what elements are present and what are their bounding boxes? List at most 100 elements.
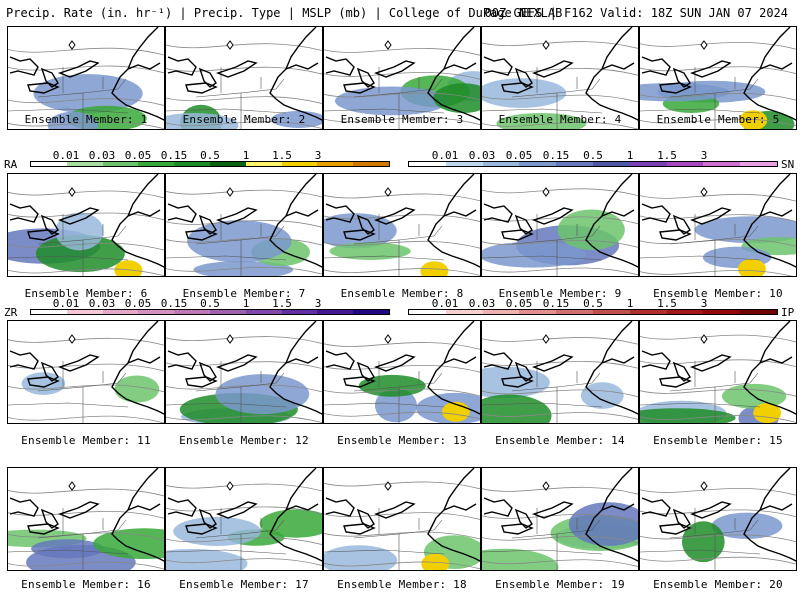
member-map	[8, 321, 164, 423]
member-map	[482, 321, 638, 423]
member-panel	[481, 320, 639, 424]
heavy-precip-area	[114, 260, 143, 276]
coastline	[167, 56, 197, 76]
state-border	[482, 108, 603, 114]
state-border	[8, 255, 129, 261]
state-border	[117, 78, 127, 90]
coastline	[759, 503, 793, 511]
coastline	[641, 203, 671, 223]
legend-swatch	[174, 310, 210, 314]
legend-swatch	[556, 162, 593, 166]
state-border	[275, 372, 285, 384]
isobar	[324, 388, 480, 397]
member-label: Ensemble Member: 18	[337, 578, 467, 591]
coastline	[514, 214, 533, 235]
location-marker-icon	[68, 334, 76, 344]
coastline	[443, 356, 477, 364]
state-border	[324, 549, 445, 555]
member-map	[324, 174, 480, 276]
legend-swatch	[138, 310, 175, 314]
location-marker-icon	[542, 334, 550, 344]
coastline	[531, 354, 574, 372]
member-label: Ensemble Member: 1	[24, 113, 148, 126]
isobar	[482, 412, 638, 420]
legend-tick-label: 0.5	[583, 149, 603, 162]
legend-swatch	[482, 162, 520, 166]
legend-tick-label: 3	[700, 149, 708, 162]
member-map	[324, 321, 480, 423]
isobar	[324, 364, 480, 373]
member-panel	[323, 467, 481, 571]
coastline	[198, 67, 217, 88]
isobar	[166, 66, 322, 75]
state-border	[640, 108, 761, 114]
state-border	[117, 519, 127, 531]
state-border	[714, 529, 751, 535]
precip-area	[640, 83, 730, 102]
state-border	[240, 529, 277, 535]
legend-swatch	[519, 310, 557, 314]
location-marker-icon	[700, 40, 708, 50]
coastline	[40, 67, 59, 88]
precip-area	[580, 382, 624, 409]
member-label: Ensemble Member: 5	[656, 113, 780, 126]
isobar	[324, 117, 480, 126]
member-label: Ensemble Member: 8	[340, 287, 464, 300]
coastline	[373, 207, 416, 225]
member-panel	[7, 173, 165, 277]
coastline	[585, 174, 638, 268]
coastline	[185, 82, 218, 94]
member-map	[324, 27, 480, 129]
member-label: Ensemble Member: 17	[179, 578, 309, 591]
coastline	[427, 468, 480, 562]
coastline	[127, 356, 161, 364]
coastline	[127, 503, 161, 511]
isobar	[482, 41, 638, 49]
coastline	[9, 56, 39, 76]
isobar	[166, 537, 322, 546]
legend-tick-label: 0.03	[88, 297, 116, 310]
location-marker-icon	[700, 187, 708, 197]
coastline	[689, 354, 732, 372]
coastline	[585, 27, 638, 121]
legend-swatch	[629, 310, 667, 314]
precip-area	[166, 112, 239, 129]
state-border	[398, 235, 435, 241]
legend-swatch	[31, 310, 67, 314]
isobar	[8, 65, 164, 74]
coastline	[185, 229, 218, 241]
legend-ticks: 0.01 0.03 0.05 0.15 0.5 1 1.5 3	[30, 297, 390, 310]
header-title: Precip. Rate (in. hr⁻¹) | Precip. Type |…	[6, 6, 563, 20]
member-panel	[481, 467, 639, 571]
coastline	[167, 203, 197, 223]
legend-tick-label: 0.01	[431, 297, 459, 310]
member-map	[640, 321, 796, 423]
coastline	[601, 503, 635, 511]
coastline	[198, 361, 217, 382]
coastline	[601, 356, 635, 364]
isobar	[482, 188, 638, 197]
legend-swatch	[409, 162, 446, 166]
location-marker-icon	[384, 187, 392, 197]
location-marker-icon	[68, 481, 76, 491]
legend-swatch	[703, 162, 741, 166]
legend-tick-label: 0.15	[160, 149, 188, 162]
legend-swatch	[281, 310, 318, 314]
precip-area	[329, 242, 411, 260]
legend-swatch	[209, 310, 246, 314]
legend-tick-label: 3	[700, 297, 708, 310]
coastline	[57, 354, 100, 372]
coastline	[427, 321, 480, 415]
coastline	[269, 468, 322, 562]
legend-ticks: 0.01 0.03 0.05 0.15 0.5 1 1.5 3	[408, 297, 778, 310]
state-border	[433, 225, 443, 237]
coastline	[356, 508, 375, 529]
isobar	[8, 384, 164, 393]
isobar	[324, 531, 480, 540]
state-border	[82, 88, 119, 94]
coastline	[659, 82, 692, 94]
state-border	[398, 382, 435, 388]
coastline	[111, 174, 164, 268]
coastline	[325, 56, 355, 76]
legend-tick-label: 0.01	[52, 149, 80, 162]
